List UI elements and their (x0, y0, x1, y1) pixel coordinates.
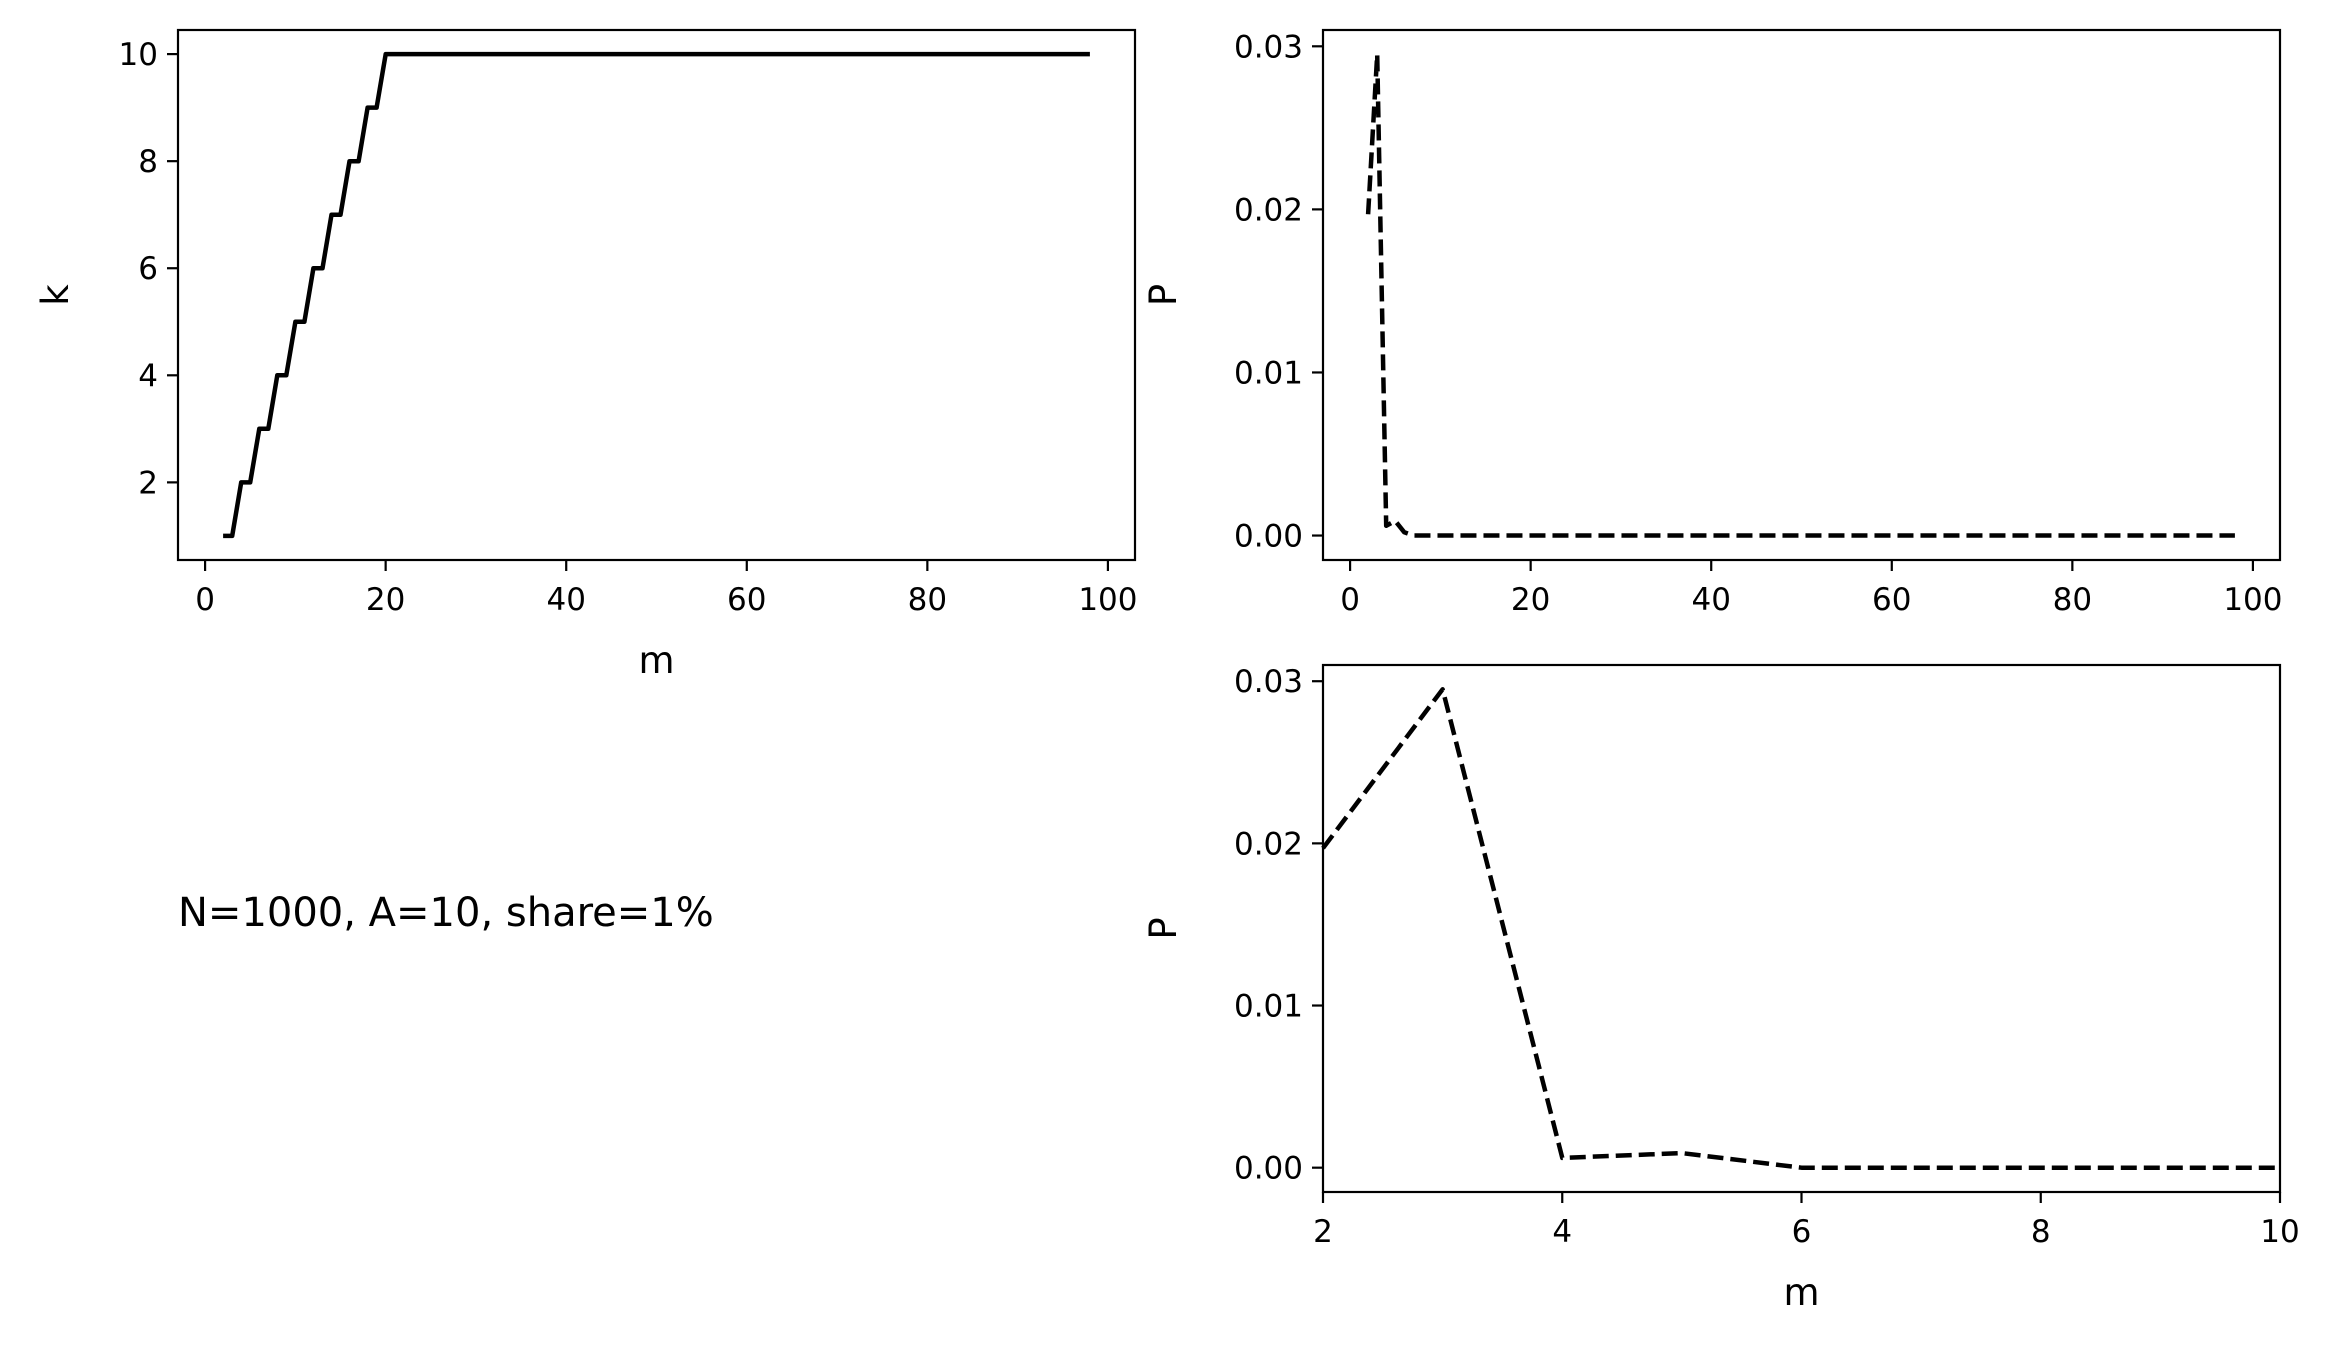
x-tick-label-p-full-0: 0 (1340, 582, 1360, 618)
y-tick-label-p-full-1: 0.01 (1234, 355, 1303, 391)
x-tick-label-k-3: 60 (727, 582, 766, 618)
x-tick-label-k-1: 20 (366, 582, 405, 618)
x-axis-label-k: m (638, 639, 674, 682)
y-tick-label-k-2: 6 (138, 251, 158, 287)
x-tick-label-k-2: 40 (546, 582, 585, 618)
chart-k-vs-m: 0 20 40 60 80 100 2 4 6 8 10 m k (34, 28, 1138, 682)
x-tick-label-p-full-5: 100 (2223, 582, 2282, 618)
y-tick-label-k-3: 8 (138, 144, 158, 180)
y-tick-label-p-full-3: 0.03 (1234, 29, 1303, 65)
y-tick-label-p-full-2: 0.02 (1234, 192, 1303, 228)
parameter-annotation: N=1000, A=10, share=1% (178, 890, 714, 936)
x-tick-label-p-full-1: 20 (1511, 582, 1550, 618)
y-tick-label-p-full-0: 0.00 (1234, 519, 1303, 555)
y-tick-label-p-zoom-2: 0.02 (1234, 826, 1303, 862)
x-tick-label-p-full-2: 40 (1691, 582, 1730, 618)
y-axis-label-k: k (34, 284, 77, 306)
chart-p-vs-m-zoom: 2 4 6 8 10 0.00 0.01 0.02 0.03 m P (1142, 663, 2300, 1314)
x-tick-label-k-4: 80 (908, 582, 947, 618)
x-tick-label-p-zoom-4: 10 (2260, 1214, 2299, 1250)
x-tick-label-p-zoom-0: 2 (1313, 1214, 1333, 1250)
axes-frame-p-full (1321, 28, 2282, 562)
series-line-p-zoom-0 (1321, 687, 2280, 1170)
y-tick-label-k-0: 2 (138, 465, 158, 501)
y-tick-label-k-1: 4 (138, 358, 158, 394)
y-axis-label-p-zoom: P (1142, 917, 1185, 939)
x-tick-label-p-zoom-3: 8 (2031, 1214, 2051, 1250)
x-tick-label-p-full-4: 80 (2053, 582, 2092, 618)
series-line-p-full-0 (1365, 52, 2235, 538)
x-axis-label-p-zoom: m (1783, 1271, 1819, 1314)
y-tick-label-p-zoom-1: 0.01 (1234, 989, 1303, 1025)
y-tick-label-k-4: 10 (119, 37, 158, 73)
y-axis-label-p-full: P (1142, 284, 1185, 306)
x-tick-label-p-zoom-2: 6 (1792, 1214, 1812, 1250)
y-tick-label-p-zoom-3: 0.03 (1234, 664, 1303, 700)
y-tick-label-p-zoom-0: 0.00 (1234, 1151, 1303, 1187)
x-tick-label-k-5: 100 (1078, 582, 1137, 618)
series-line-k-0 (223, 51, 1090, 539)
x-tick-label-p-zoom-1: 4 (1552, 1214, 1572, 1250)
x-tick-label-k-0: 0 (195, 582, 215, 618)
chart-p-vs-m-full: 0 20 40 60 80 100 0.00 0.01 0.02 0.03 P (1142, 28, 2283, 618)
x-tick-label-p-full-3: 60 (1872, 582, 1911, 618)
axes-frame-p-zoom (1321, 663, 2282, 1194)
axes-frame-k (176, 28, 1137, 562)
